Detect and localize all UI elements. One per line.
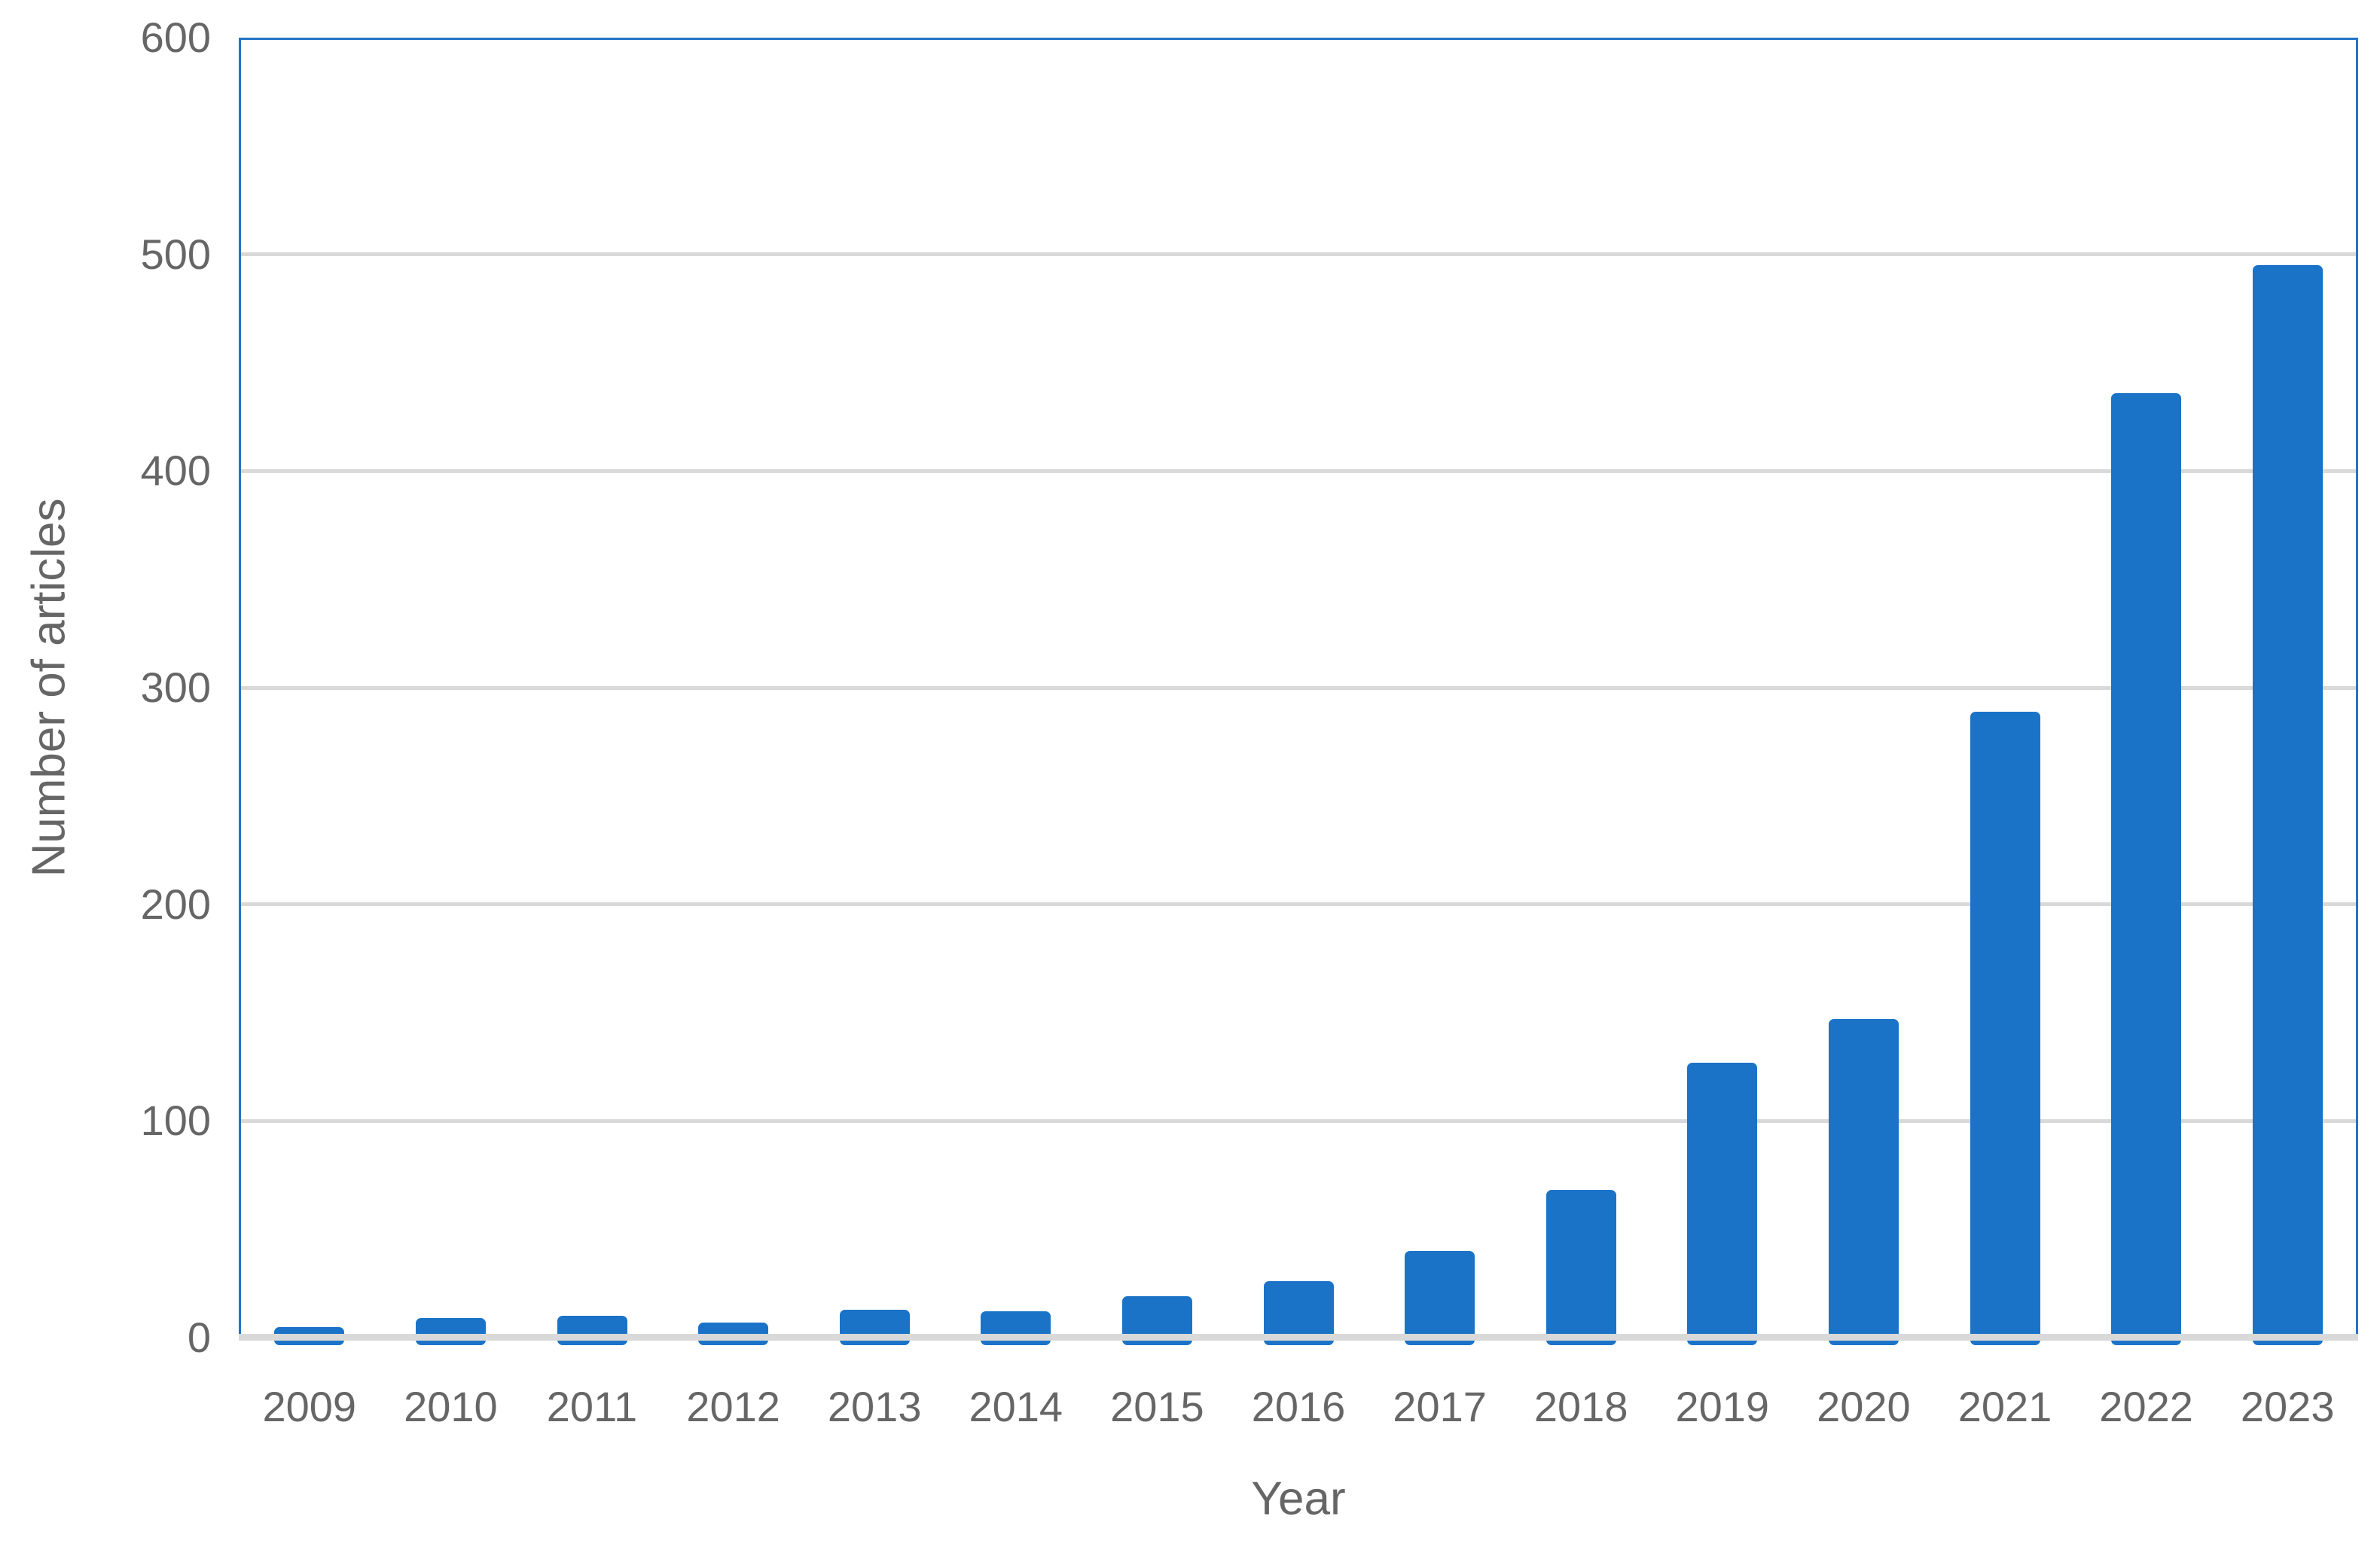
gridline-500 <box>241 252 2356 257</box>
y-tick-label-600: 600 <box>140 14 211 61</box>
y-tick-label-100: 100 <box>140 1097 211 1145</box>
x-tick-label-2019: 2019 <box>1675 1383 1770 1430</box>
x-tick-label-2009: 2009 <box>262 1383 357 1430</box>
x-tick-label-2013: 2013 <box>827 1383 922 1430</box>
gridline-100 <box>241 1118 2356 1123</box>
x-tick-label-2020: 2020 <box>1817 1383 1911 1430</box>
y-tick-label-200: 200 <box>140 880 211 928</box>
gridline-200 <box>241 902 2356 907</box>
y-tick-label-500: 500 <box>140 230 211 278</box>
x-tick-label-2018: 2018 <box>1533 1383 1628 1430</box>
x-tick-label-2014: 2014 <box>969 1383 1063 1430</box>
bar-2017 <box>1405 1250 1475 1345</box>
gridline-300 <box>241 685 2356 690</box>
bar-2018 <box>1545 1190 1616 1345</box>
x-tick-label-2010: 2010 <box>404 1383 498 1430</box>
bar-2011 <box>557 1316 627 1345</box>
x-tick-label-2023: 2023 <box>2240 1383 2335 1430</box>
bar-2010 <box>415 1318 486 1345</box>
bar-2020 <box>1828 1019 1899 1345</box>
x-axis-line <box>239 1334 2358 1341</box>
bar-2022 <box>2111 392 2182 1345</box>
y-tick-label-400: 400 <box>140 447 211 495</box>
x-tick-label-2012: 2012 <box>686 1383 780 1430</box>
x-tick-label-2021: 2021 <box>1957 1383 2052 1430</box>
bar-2021 <box>1970 711 2040 1345</box>
x-tick-label-2015: 2015 <box>1110 1383 1204 1430</box>
x-tick-label-2011: 2011 <box>546 1383 638 1430</box>
x-tick-label-2016: 2016 <box>1251 1383 1346 1430</box>
gridline-400 <box>241 468 2356 473</box>
bar-2012 <box>698 1322 769 1345</box>
y-tick-label-0: 0 <box>187 1314 211 1361</box>
x-tick-label-2017: 2017 <box>1393 1383 1487 1430</box>
x-axis-title: Year <box>1251 1472 1346 1525</box>
bar-2023 <box>2252 265 2323 1345</box>
x-tick-label-2022: 2022 <box>2099 1383 2193 1430</box>
y-tick-label-300: 300 <box>140 664 211 711</box>
bar-2019 <box>1687 1062 1758 1345</box>
plot-area <box>239 38 2358 1338</box>
